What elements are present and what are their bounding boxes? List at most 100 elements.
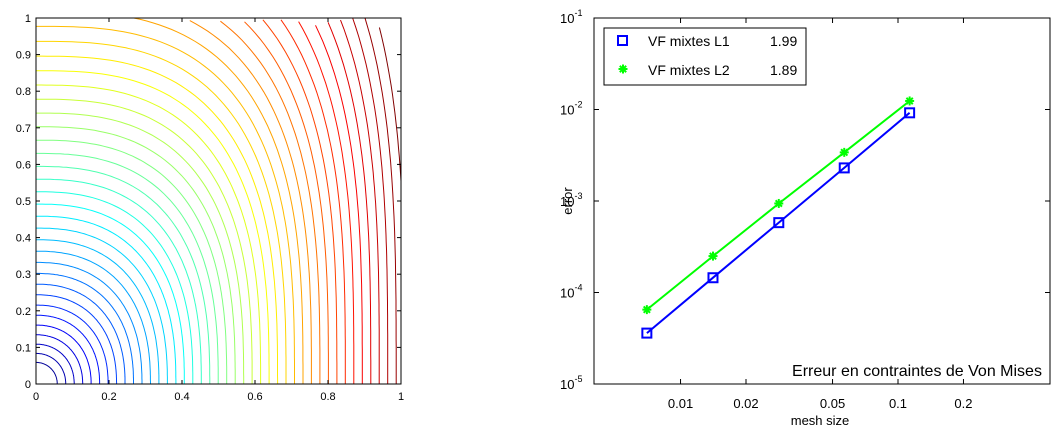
contour-line xyxy=(36,215,177,384)
contour-line xyxy=(298,21,355,384)
y-tick-exponent: -4 xyxy=(574,283,582,293)
contour-line xyxy=(262,19,338,384)
contour-y-tick-label: 0.8 xyxy=(16,86,31,98)
contour-line xyxy=(36,314,101,384)
y-tick-label: 10-2 xyxy=(560,100,582,118)
contour-line xyxy=(36,304,109,384)
asterisk-stroke xyxy=(905,97,914,105)
convergence-plot-frame xyxy=(593,17,1051,385)
contour-y-tick-label: 1 xyxy=(25,13,31,25)
contour-line xyxy=(315,25,363,384)
asterisk-stroke xyxy=(840,148,849,157)
series-point-square xyxy=(838,162,850,174)
contour-line xyxy=(36,152,219,384)
contour-line xyxy=(36,178,202,384)
contour-line xyxy=(36,70,270,384)
contour-line xyxy=(133,17,304,384)
y-tick-base: 10 xyxy=(560,286,574,301)
series-point-asterisk xyxy=(642,305,652,315)
asterisk-stroke xyxy=(709,252,717,260)
legend-series-1-slope: 1.99 xyxy=(770,33,797,49)
contour-line xyxy=(189,20,312,384)
series-point-square xyxy=(641,327,653,339)
contour-line xyxy=(36,112,245,384)
contour-line xyxy=(36,250,151,384)
contour-line xyxy=(36,239,160,384)
y-tick-base: 10 xyxy=(560,194,574,209)
contour-line xyxy=(36,334,84,384)
contour-x-tick-label: 0.6 xyxy=(247,391,262,403)
contour-y-tick-label: 0.2 xyxy=(16,306,31,318)
series-point-asterisk xyxy=(839,147,849,157)
series-point-asterisk xyxy=(708,251,718,261)
convergence-x-ticks: 0.01 0.02 0.05 0.1 0.2 xyxy=(668,18,973,411)
y-tick-exponent: -1 xyxy=(574,8,582,18)
contour-line xyxy=(36,261,143,384)
y-tick-label: 10-1 xyxy=(560,8,582,26)
contour-line xyxy=(36,361,58,384)
contour-y-tick-label: 0.5 xyxy=(16,196,31,208)
contour-line xyxy=(36,294,118,384)
series-point-square xyxy=(773,217,785,229)
contour-line xyxy=(36,84,262,384)
contour-line xyxy=(220,20,321,384)
convergence-plot: 0.01 0.02 0.05 0.1 0.2 10-510-410-310-210-1 … xyxy=(560,8,1051,428)
asterisk-stroke xyxy=(774,199,783,208)
contour-y-tick-label: 0 xyxy=(25,379,31,391)
legend-marker-square xyxy=(617,35,628,46)
contour-line xyxy=(36,25,295,384)
contour-y-tick-label: 0.1 xyxy=(16,342,31,354)
contour-line xyxy=(36,139,228,384)
contour-line xyxy=(36,40,287,384)
legend-series-2-name: VF mixtes L2 xyxy=(648,62,730,78)
asterisk-stroke xyxy=(619,65,627,73)
contour-line xyxy=(36,55,279,384)
contour-y-tick-label: 0.9 xyxy=(16,50,31,62)
contour-line xyxy=(36,165,211,384)
y-tick-exponent: -5 xyxy=(574,374,582,384)
contour-line xyxy=(327,22,372,384)
contour-line xyxy=(244,21,329,384)
y-tick-label: 10-3 xyxy=(560,191,582,209)
contour-x-ticks: 0 0.2 0.4 0.6 0.8 1 xyxy=(33,18,404,403)
contour-line xyxy=(36,352,67,384)
contour-line xyxy=(36,272,134,384)
contour-line xyxy=(352,18,389,384)
contour-line xyxy=(36,324,92,384)
contour-x-tick-label: 0.4 xyxy=(174,391,189,403)
contour-line xyxy=(340,19,380,384)
legend-series-1-name: VF mixtes L1 xyxy=(648,33,730,49)
x-tick-label: 0.02 xyxy=(733,396,758,411)
y-tick-base: 10 xyxy=(560,11,574,26)
y-tick-label: 10-5 xyxy=(560,374,582,392)
contour-x-tick-label: 0.8 xyxy=(320,391,335,403)
contour-y-tick-label: 0.4 xyxy=(16,233,31,245)
legend-marker-asterisk xyxy=(618,64,628,74)
contour-line xyxy=(36,98,253,384)
contour-line xyxy=(36,343,75,384)
contour-line xyxy=(36,203,185,384)
y-axis-label: error xyxy=(560,187,575,215)
x-tick-label: 0.1 xyxy=(889,396,907,411)
contour-line xyxy=(378,27,402,182)
contour-line xyxy=(36,191,194,384)
y-tick-exponent: -3 xyxy=(574,191,582,201)
series-point-square xyxy=(707,272,719,284)
legend: VF mixtes L1 1.99 VF mixtes L2 1.89 xyxy=(603,27,807,86)
contour-y-tick-label: 0.6 xyxy=(16,159,31,171)
x-tick-label: 0.01 xyxy=(668,396,693,411)
y-tick-label: 10-4 xyxy=(560,283,582,301)
x-axis-label: mesh size xyxy=(791,413,850,428)
series-line xyxy=(646,112,911,334)
contour-plot: 0 0.2 0.4 0.6 0.8 1 0 0.1 0.2 0.3 0.4 0.5 0.6 0.7 0.8… xyxy=(16,13,404,403)
contour-line xyxy=(280,19,346,384)
x-tick-label: 0.2 xyxy=(954,396,972,411)
legend-box xyxy=(603,27,807,86)
contour-line xyxy=(364,17,397,384)
series-point-asterisk xyxy=(774,198,784,208)
contour-x-tick-label: 0.2 xyxy=(101,391,116,403)
contour-y-tick-label: 0.7 xyxy=(16,123,31,135)
series-point-asterisk xyxy=(905,96,915,106)
contour-x-tick-label: 0 xyxy=(33,391,39,403)
